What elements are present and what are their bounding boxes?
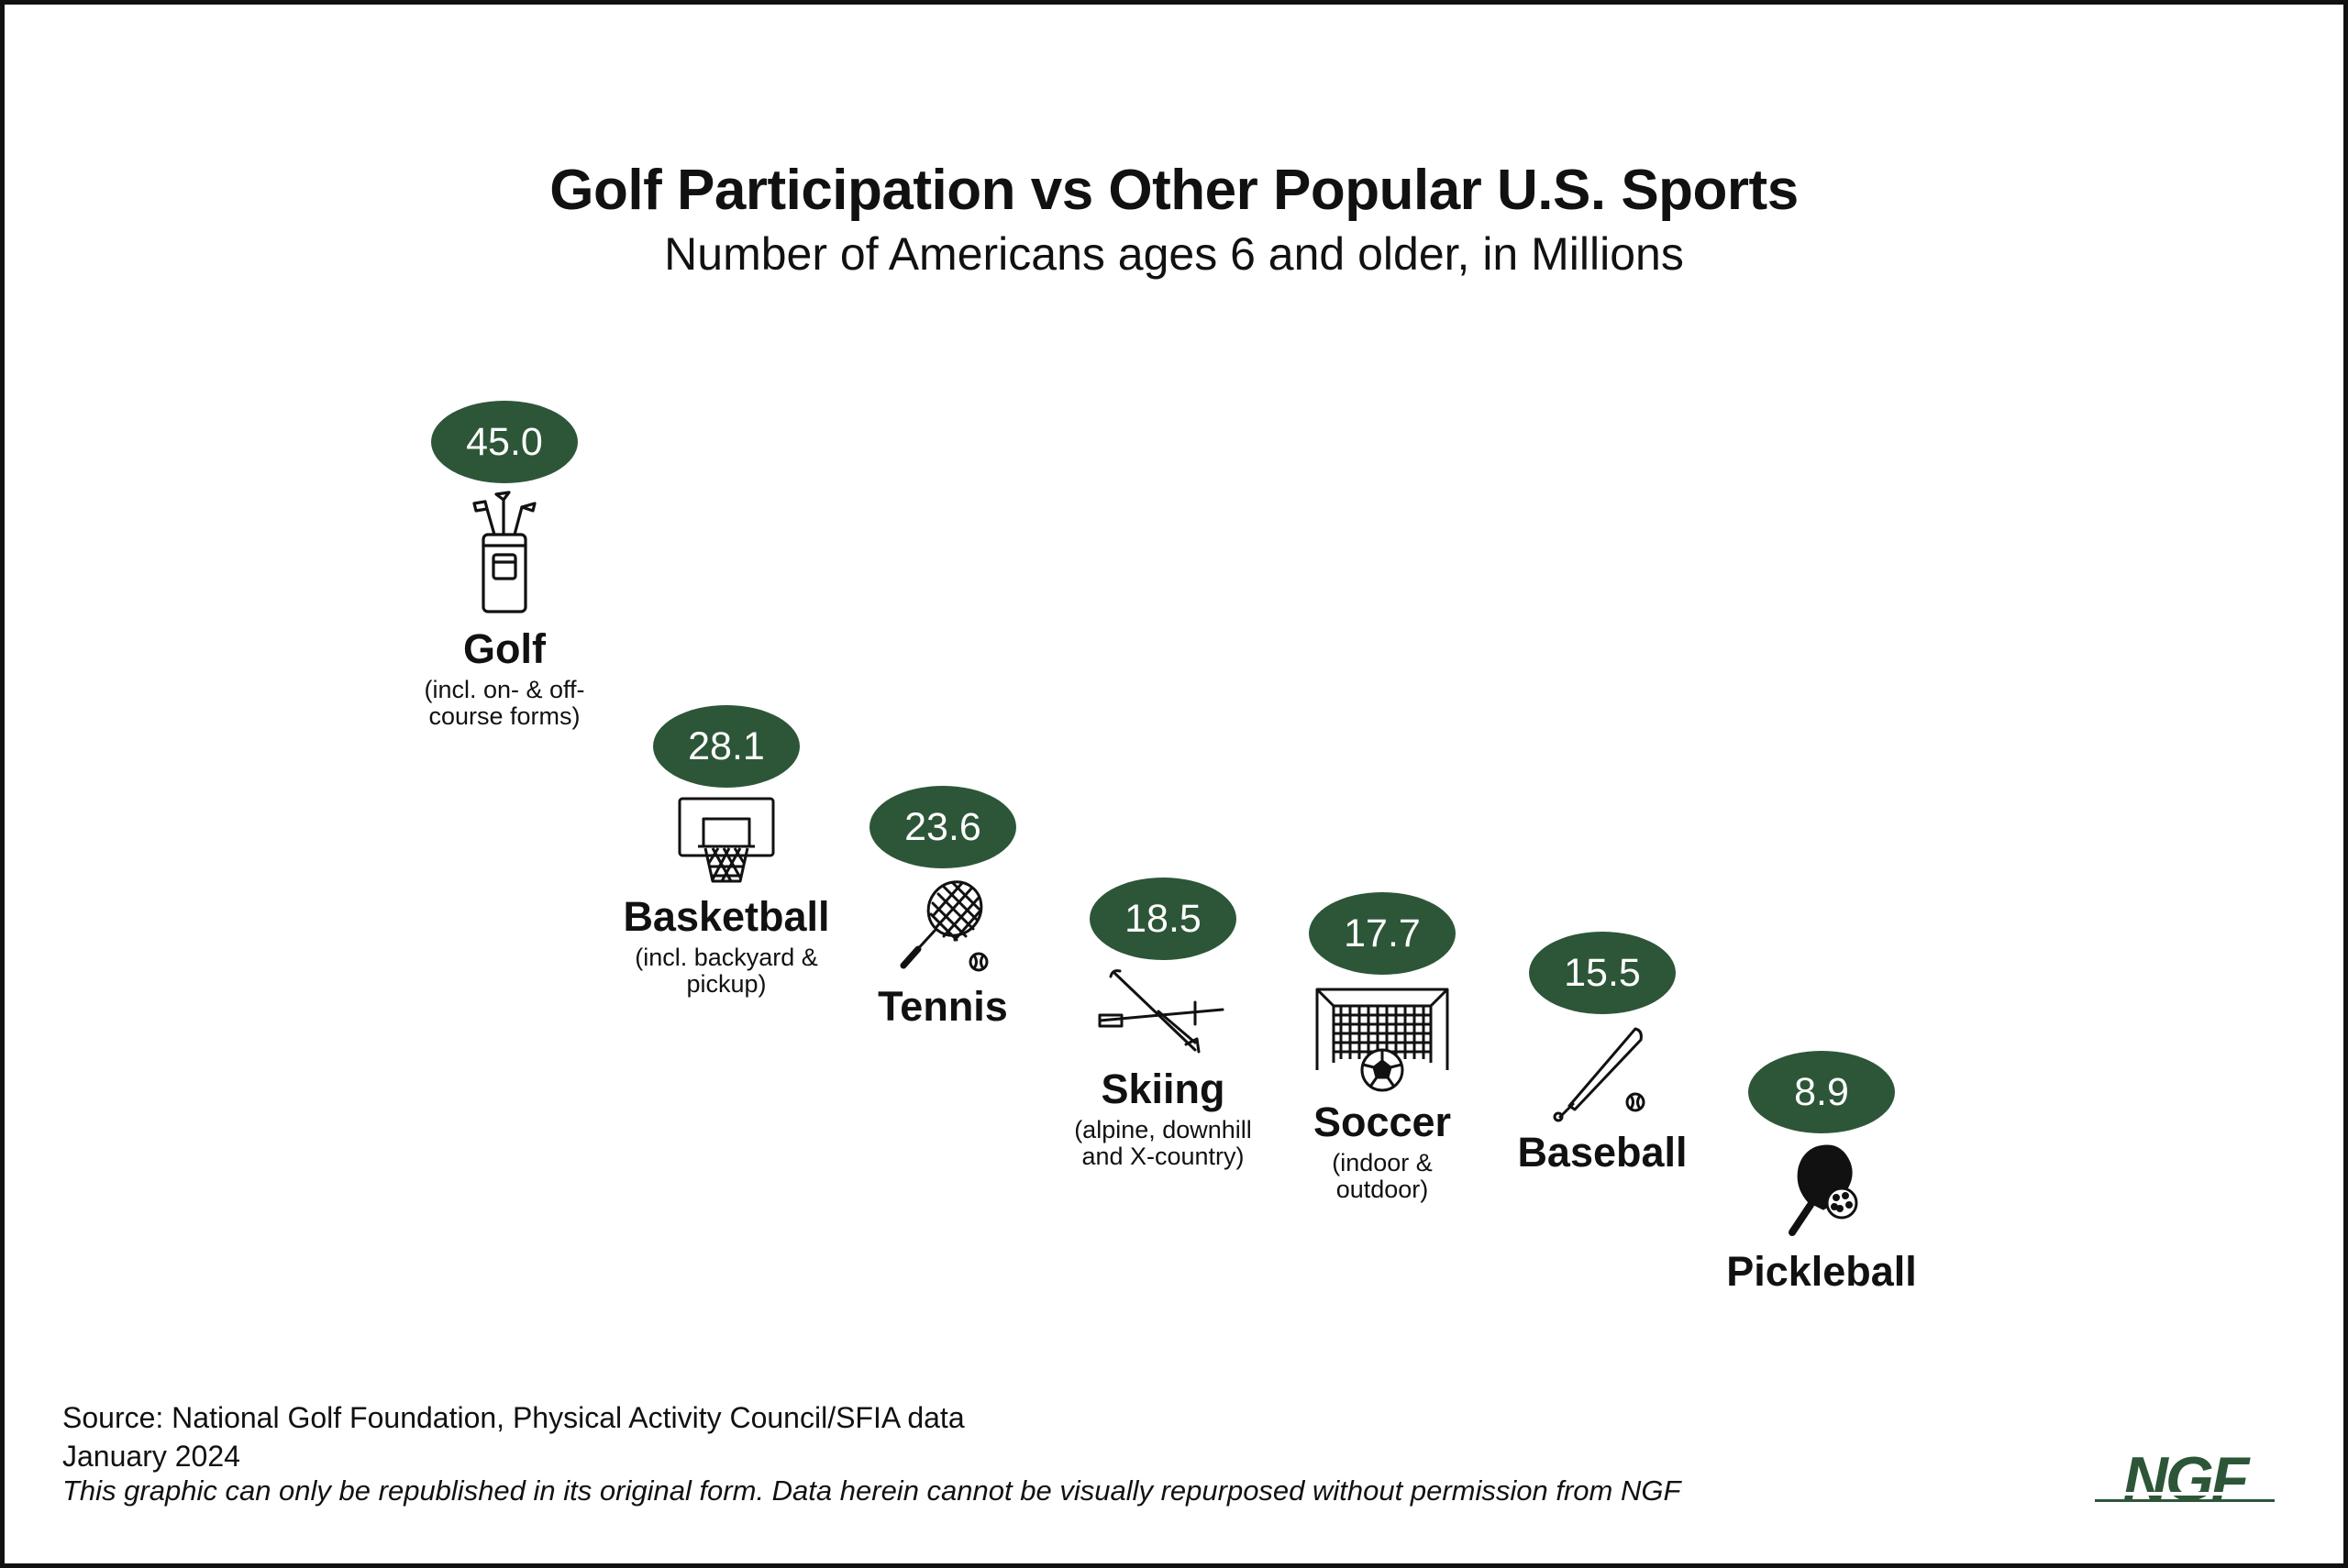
ngf-logo: NGF bbox=[2095, 1447, 2275, 1514]
tennis-racket-icon bbox=[778, 876, 1108, 981]
value-label: 18.5 bbox=[1090, 878, 1236, 960]
category-label: Basketball bbox=[623, 893, 830, 940]
ski-icon bbox=[998, 967, 1328, 1064]
value-label: 17.7 bbox=[1309, 892, 1456, 975]
category-note: (incl. backyard & pickup) bbox=[635, 944, 818, 998]
date-note: January 2024 bbox=[62, 1440, 240, 1473]
pickleball-paddle-icon bbox=[1656, 1141, 1987, 1246]
value-label: 45.0 bbox=[431, 401, 578, 483]
value-label: 23.6 bbox=[869, 786, 1016, 868]
category-label: Skiing bbox=[1101, 1066, 1225, 1112]
basketball-hoop-icon bbox=[561, 795, 892, 891]
sport-golf: 45.0 Golf (incl. on- & off-course forms) bbox=[339, 401, 670, 730]
category-label: Tennis bbox=[878, 983, 1008, 1030]
value-label: 28.1 bbox=[653, 705, 800, 788]
category-note: (indoor & outdoor) bbox=[1332, 1149, 1433, 1203]
sport-basketball: 28.1 Basketball (incl. backyard & pickup) bbox=[561, 705, 892, 998]
value-label: 8.9 bbox=[1748, 1051, 1895, 1133]
category-label: Soccer bbox=[1312, 1099, 1452, 1145]
category-note: (alpine, downhill and X-country) bbox=[1074, 1116, 1252, 1170]
disclaimer-note: This graphic can only be republished in … bbox=[62, 1474, 1681, 1507]
golf-bag-icon bbox=[339, 491, 670, 624]
chart-title: Golf Participation vs Other Popular U.S.… bbox=[549, 159, 1799, 222]
category-label: Pickleball bbox=[1726, 1248, 1917, 1295]
category-label: Baseball bbox=[1517, 1129, 1688, 1176]
value-label: 15.5 bbox=[1529, 932, 1676, 1014]
sport-baseball: 15.5 Baseball bbox=[1437, 932, 1767, 1176]
svg-text:NGF: NGF bbox=[2123, 1447, 2251, 1514]
soccer-goal-icon bbox=[1217, 982, 1547, 1097]
baseball-bat-icon bbox=[1437, 1021, 1767, 1127]
sport-tennis: 23.6 Tennis bbox=[778, 786, 1108, 1031]
sport-skiing: 18.5 Skiing (alpine, downhill and X-count… bbox=[998, 878, 1328, 1170]
chart-subtitle: Number of Americans ages 6 and older, in… bbox=[664, 228, 1684, 280]
sport-pickleball: 8.9 Pickleball bbox=[1656, 1051, 1987, 1296]
category-label: Golf bbox=[463, 625, 546, 672]
category-note: (incl. on- & off-course forms) bbox=[424, 676, 585, 730]
sport-soccer: 17.7 Soccer (indoor & outdoor) bbox=[1217, 892, 1547, 1203]
source-note: Source: National Golf Foundation, Physic… bbox=[62, 1401, 965, 1434]
